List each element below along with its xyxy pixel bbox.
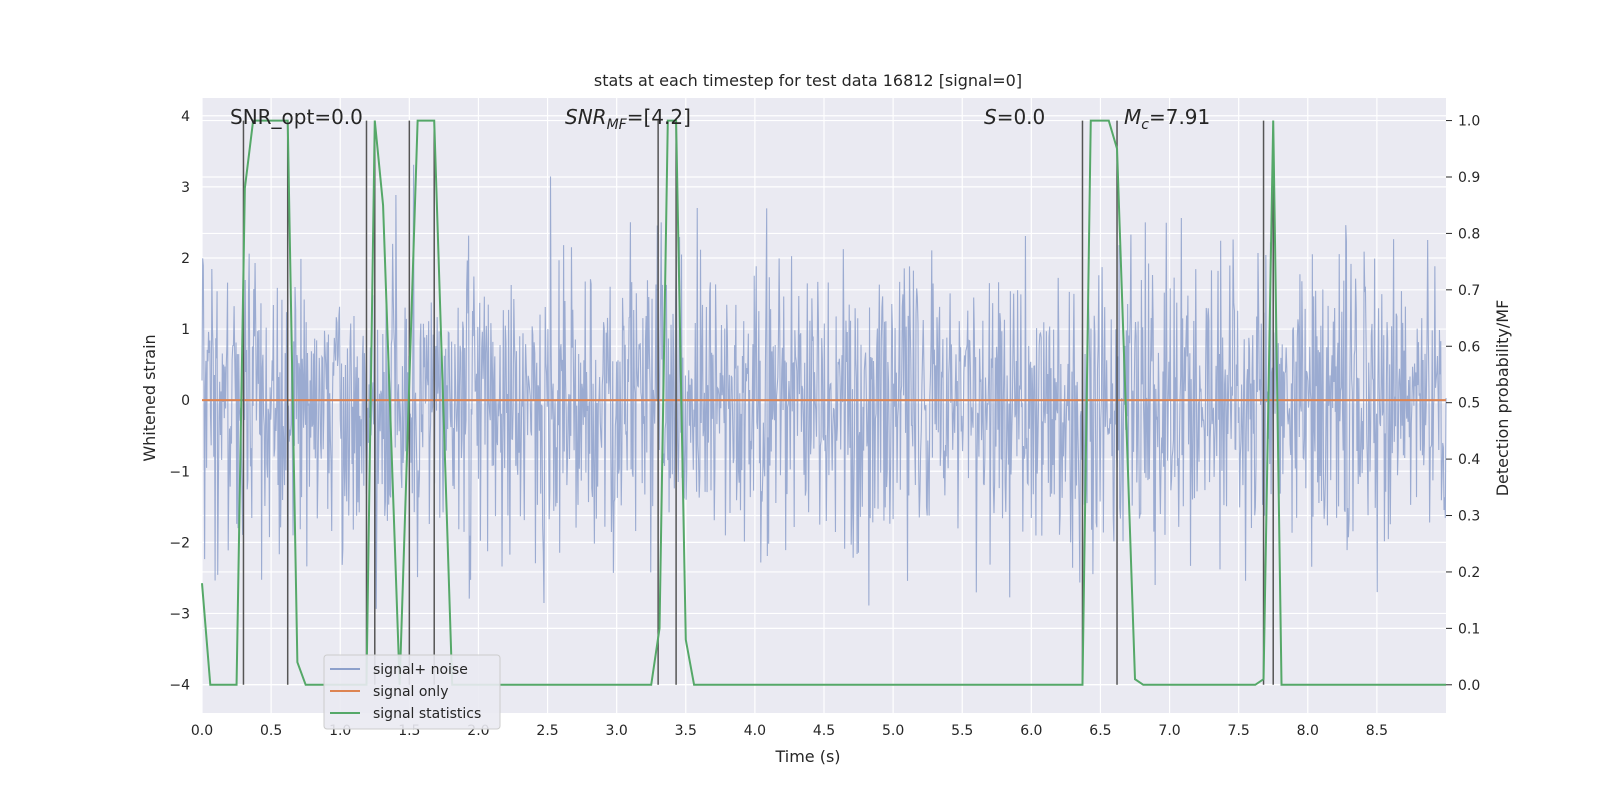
annotation-s: S=0.0 — [984, 105, 1045, 129]
annotation-mc-value: =7.91 — [1149, 105, 1210, 129]
y2-tick-label-0: 0.0 — [1458, 678, 1480, 694]
legend-label-signal-only: signal only — [373, 684, 448, 700]
legend-label-signal-noise: signal+ noise — [373, 662, 468, 678]
series-signal-statistics — [201, 119, 1446, 686]
y2-tick-label-4: 0.4 — [1458, 452, 1480, 468]
x-tick-label-9: 4.5 — [813, 723, 835, 739]
x-tick-label-11: 5.5 — [951, 723, 973, 739]
y-tick-label-1: −3 — [169, 606, 190, 622]
legend-frame — [323, 654, 501, 730]
x-tick-label-10: 5.0 — [882, 723, 904, 739]
y2-tick-label-2: 0.2 — [1458, 565, 1480, 581]
x-tick-label-1: 0.5 — [260, 723, 282, 739]
y2-tick-label-7: 0.7 — [1458, 283, 1480, 299]
annotation-snr-mf-sub: MF — [607, 117, 628, 133]
y-tick-label-7: 3 — [181, 180, 190, 196]
annotation-snr-mf-value: =[4.2] — [627, 105, 691, 129]
y-tick-label-2: −2 — [169, 535, 190, 551]
annotation-snr-opt: SNR_opt=0.0 — [230, 105, 363, 129]
y-tick-label-6: 2 — [181, 251, 190, 267]
x-tick-label-0: 0.0 — [191, 723, 213, 739]
annotation-s-name: S — [984, 105, 997, 129]
y2-tick-label-3: 0.3 — [1458, 509, 1480, 525]
y2-tick-label-1: 0.1 — [1458, 621, 1480, 637]
legend-label-signal-statistics: signal statistics — [373, 706, 481, 722]
y-axis-ticks: −4 −3 −2 −1 0 1 2 3 4 — [169, 109, 190, 694]
x-tick-label-15: 7.5 — [1228, 723, 1250, 739]
y-axis-label: Whitened strain — [140, 334, 159, 461]
x-tick-label-14: 7.0 — [1158, 723, 1180, 739]
y2-tick-label-6: 0.6 — [1458, 339, 1480, 355]
y-tick-label-8: 4 — [181, 109, 190, 125]
x-tick-label-13: 6.5 — [1089, 723, 1111, 739]
annotation-mc: Mc=7.91 — [1124, 105, 1210, 133]
y2-axis-ticks: 0.0 0.1 0.2 0.3 0.4 0.5 0.6 0.7 0.8 0.9 1.0 — [1446, 114, 1480, 694]
annotation-mc-sub: c — [1141, 117, 1149, 133]
legend: signal+ noise signal only signal statist… — [323, 654, 501, 730]
x-axis-ticks: 0.0 0.5 1.0 1.5 2.0 2.5 3.0 3.5 4.0 4.5 5.0 5.5 6.0 6… — [191, 723, 1388, 739]
annotation-s-value: =0.0 — [997, 105, 1046, 129]
y2-axis-label: Detection probability/MF — [1493, 300, 1512, 497]
y-tick-label-4: 0 — [181, 393, 190, 409]
x-tick-label-17: 8.5 — [1366, 723, 1388, 739]
y2-tick-label-8: 0.8 — [1458, 226, 1480, 242]
x-tick-label-12: 6.0 — [1020, 723, 1042, 739]
x-tick-label-5: 2.5 — [536, 723, 558, 739]
y-tick-label-3: −1 — [169, 464, 190, 480]
x-tick-label-8: 4.0 — [744, 723, 766, 739]
y2-tick-label-5: 0.5 — [1458, 396, 1480, 412]
annotation-mc-name: M — [1124, 105, 1141, 129]
x-tick-label-16: 8.0 — [1297, 723, 1319, 739]
annotation-snr-mf-name: SNR — [565, 105, 607, 129]
x-axis-label: Time (s) — [774, 747, 840, 766]
annotation-snr-mf: SNRMF=[4.2] — [565, 105, 691, 133]
y2-tick-label-10: 1.0 — [1458, 114, 1480, 130]
y-tick-label-0: −4 — [169, 678, 190, 694]
y-tick-label-5: 1 — [181, 322, 190, 338]
signal-statistics-line — [201, 119, 1446, 686]
y2-tick-label-9: 0.9 — [1458, 170, 1480, 186]
chart-title: stats at each timestep for test data 168… — [594, 71, 1022, 90]
x-tick-label-7: 3.5 — [675, 723, 697, 739]
x-tick-label-6: 3.0 — [606, 723, 628, 739]
